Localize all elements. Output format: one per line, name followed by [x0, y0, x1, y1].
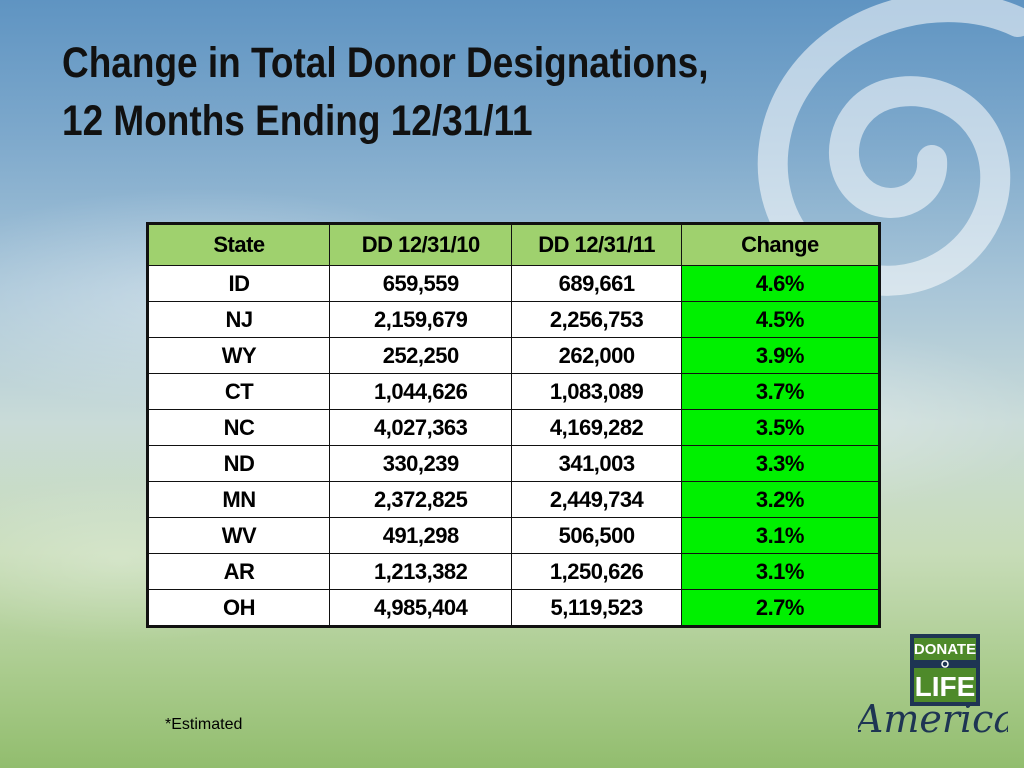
cell-change: 3.1% [680, 553, 881, 590]
table-row: WV 491,298 506,500 3.1% [146, 517, 881, 554]
logo-text-donate: DONATE [914, 641, 976, 658]
cell-dd-2011: 341,003 [511, 445, 682, 482]
cell-dd-2010: 1,044,626 [329, 373, 513, 410]
cell-state: WV [146, 517, 331, 554]
logo-bottom-panel [914, 668, 976, 702]
table-row: WY 252,250 262,000 3.9% [146, 337, 881, 374]
title-line-2: 12 Months Ending 12/31/11 [62, 97, 533, 145]
cell-state: AR [146, 553, 331, 590]
cell-state: WY [146, 337, 331, 374]
header-dd-2011: DD 12/31/11 [511, 223, 682, 266]
title-line-1: Change in Total Donor Designations, [62, 39, 709, 87]
cell-dd-2011: 262,000 [511, 337, 682, 374]
cell-state: NC [146, 409, 331, 446]
donate-life-america-logo: DONATE LIFE America [858, 634, 1008, 741]
cell-change: 3.2% [680, 481, 881, 518]
table-row: OH 4,985,404 5,119,523 2.7% [146, 589, 881, 627]
header-state: State [146, 223, 331, 266]
cell-dd-2011: 1,083,089 [511, 373, 682, 410]
cell-change: 4.6% [680, 265, 881, 302]
cell-dd-2010: 252,250 [329, 337, 513, 374]
table-header-row: State DD 12/31/10 DD 12/31/11 Change [146, 223, 881, 266]
cell-change: 3.7% [680, 373, 881, 410]
logo-top-panel [914, 638, 976, 660]
cell-dd-2011: 506,500 [511, 517, 682, 554]
cell-dd-2011: 689,661 [511, 265, 682, 302]
cell-dd-2010: 330,239 [329, 445, 513, 482]
cell-state: ND [146, 445, 331, 482]
cell-change: 4.5% [680, 301, 881, 338]
table-row: MN 2,372,825 2,449,734 3.2% [146, 481, 881, 518]
header-dd-2010: DD 12/31/10 [329, 223, 513, 266]
cell-change: 2.7% [680, 589, 881, 627]
cell-dd-2011: 2,256,753 [511, 301, 682, 338]
header-change: Change [680, 223, 881, 266]
cell-dd-2011: 1,250,626 [511, 553, 682, 590]
cell-change: 3.9% [680, 337, 881, 374]
decorative-swirl [757, 0, 1024, 296]
table-row: NC 4,027,363 4,169,282 3.5% [146, 409, 881, 446]
cell-dd-2011: 5,119,523 [511, 589, 682, 627]
cell-change: 3.1% [680, 517, 881, 554]
cell-change: 3.3% [680, 445, 881, 482]
slide-title: Change in Total Donor Designations, 12 M… [62, 34, 708, 150]
table-row: AR 1,213,382 1,250,626 3.1% [146, 553, 881, 590]
cell-dd-2010: 2,372,825 [329, 481, 513, 518]
cell-state: NJ [146, 301, 331, 338]
cell-change: 3.5% [680, 409, 881, 446]
cell-dd-2011: 2,449,734 [511, 481, 682, 518]
table-row: CT 1,044,626 1,083,089 3.7% [146, 373, 881, 410]
cell-state: CT [146, 373, 331, 410]
cell-dd-2010: 1,213,382 [329, 553, 513, 590]
cell-state: ID [146, 265, 331, 302]
cell-dd-2011: 4,169,282 [511, 409, 682, 446]
table-row: ND 330,239 341,003 3.3% [146, 445, 881, 482]
logo-text-america: America [858, 697, 1008, 741]
donor-designations-table: State DD 12/31/10 DD 12/31/11 Change ID … [146, 222, 881, 628]
cell-state: MN [146, 481, 331, 518]
table-row: ID 659,559 689,661 4.6% [146, 265, 881, 302]
cell-dd-2010: 4,027,363 [329, 409, 513, 446]
logo-swirl-icon [941, 660, 949, 668]
table-row: NJ 2,159,679 2,256,753 4.5% [146, 301, 881, 338]
cell-dd-2010: 491,298 [329, 517, 513, 554]
cell-state: OH [146, 589, 331, 627]
footnote-estimated: *Estimated [165, 716, 243, 733]
cell-dd-2010: 2,159,679 [329, 301, 513, 338]
logo-text-life: LIFE [915, 671, 976, 702]
cell-dd-2010: 659,559 [329, 265, 513, 302]
cell-dd-2010: 4,985,404 [329, 589, 513, 627]
